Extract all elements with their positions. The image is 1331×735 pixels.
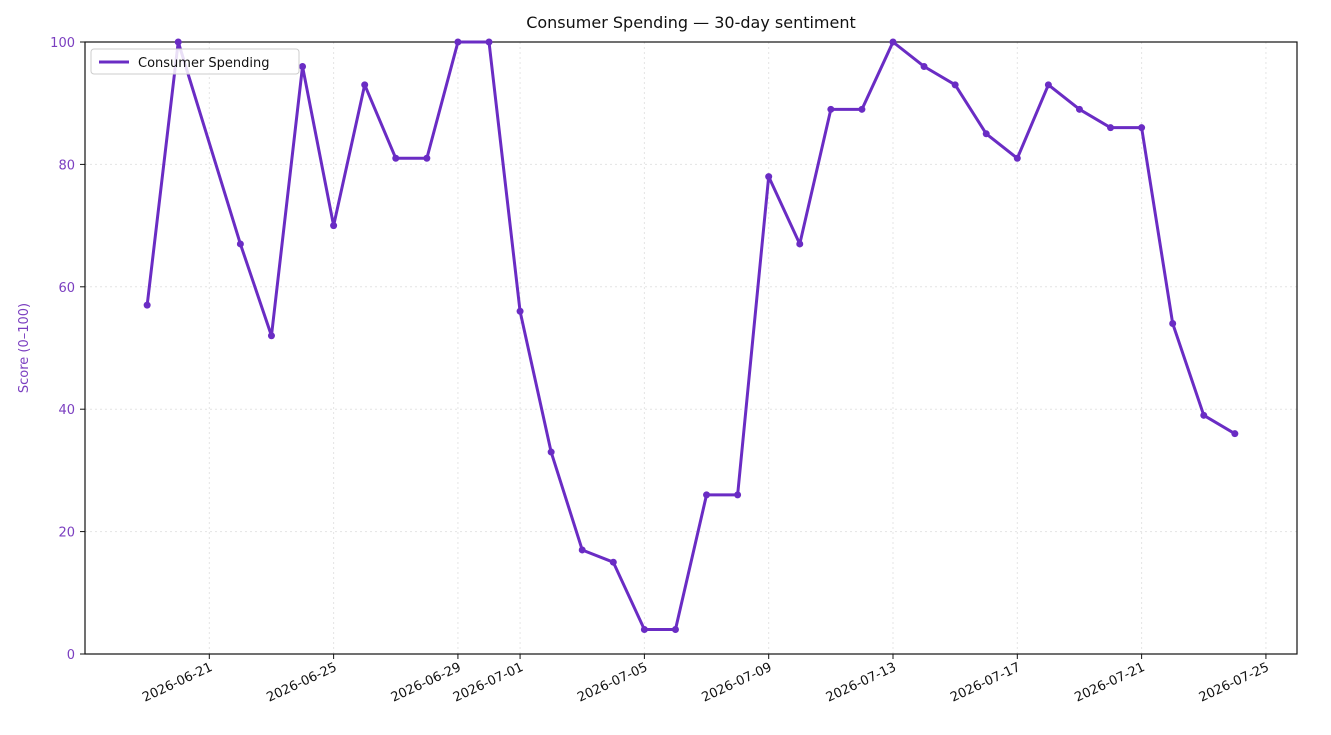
point bbox=[547, 448, 555, 456]
point bbox=[1138, 124, 1146, 132]
y-tick-label: 40 bbox=[58, 403, 75, 418]
point bbox=[671, 626, 679, 634]
point bbox=[174, 38, 182, 46]
y-tick-label: 100 bbox=[50, 36, 75, 51]
point bbox=[889, 38, 897, 46]
plot-frame bbox=[84, 41, 1298, 655]
point bbox=[516, 307, 524, 315]
point bbox=[578, 546, 586, 554]
point bbox=[858, 105, 866, 113]
point bbox=[734, 491, 742, 499]
point bbox=[299, 62, 307, 70]
point bbox=[485, 38, 493, 46]
point bbox=[796, 240, 804, 248]
point bbox=[392, 154, 400, 162]
point bbox=[267, 332, 275, 340]
point bbox=[236, 240, 244, 248]
y-tick-label: 20 bbox=[58, 526, 75, 541]
point bbox=[143, 301, 151, 309]
point bbox=[609, 558, 617, 566]
chart-title: Consumer Spending — 30-day sentiment bbox=[526, 13, 856, 32]
point bbox=[1169, 320, 1177, 328]
point bbox=[1075, 105, 1083, 113]
point bbox=[454, 38, 462, 46]
point bbox=[982, 130, 990, 138]
point bbox=[1107, 124, 1115, 132]
y-axis-label: Score (0–100) bbox=[17, 303, 32, 393]
point bbox=[361, 81, 369, 89]
y-tick-label: 80 bbox=[58, 158, 75, 173]
y-tick-label: 60 bbox=[58, 281, 75, 296]
legend-box bbox=[90, 48, 300, 75]
point bbox=[920, 62, 928, 70]
point bbox=[827, 105, 835, 113]
point bbox=[951, 81, 959, 89]
point bbox=[765, 173, 773, 181]
y-tick-label: 0 bbox=[67, 648, 75, 663]
point bbox=[1044, 81, 1052, 89]
legend-label: Consumer Spending bbox=[138, 56, 270, 71]
point bbox=[1013, 154, 1021, 162]
point bbox=[330, 222, 338, 230]
point bbox=[703, 491, 711, 499]
point bbox=[640, 626, 648, 634]
point bbox=[423, 154, 431, 162]
point bbox=[1231, 430, 1239, 438]
point bbox=[1200, 411, 1208, 419]
